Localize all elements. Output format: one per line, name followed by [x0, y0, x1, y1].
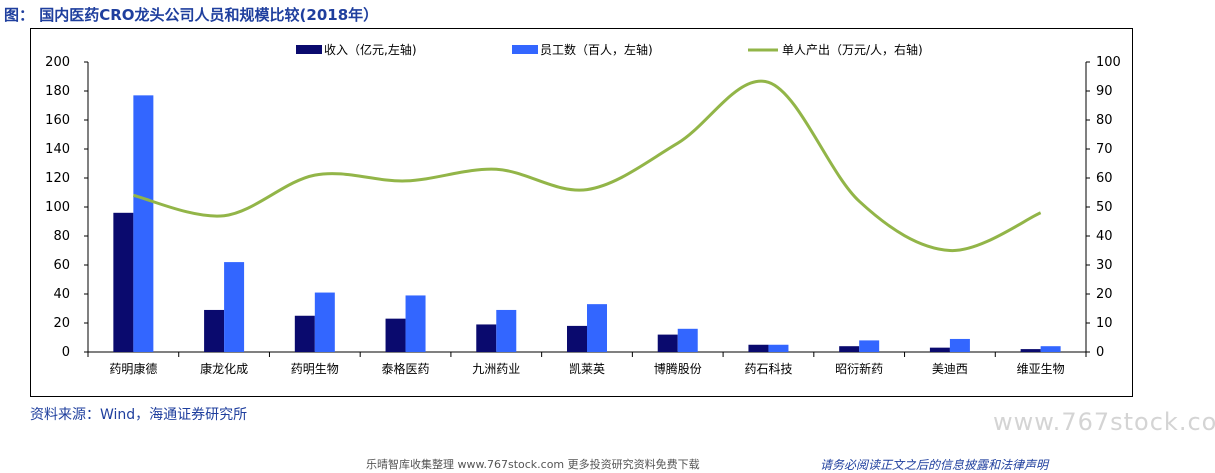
- x-tick-label: 药石科技: [744, 362, 792, 376]
- legend-employees-swatch: [512, 45, 538, 54]
- figure-title: 图： 国内医药CRO龙头公司人员和规模比较(2018年）: [4, 6, 379, 24]
- employee-bar: [496, 309, 517, 352]
- left-tick-label: 140: [45, 142, 70, 157]
- right-tick-label: 90: [1096, 84, 1113, 99]
- revenue-bar: [476, 324, 497, 352]
- right-tick-label: 100: [1096, 55, 1121, 70]
- left-tick-label: 120: [45, 171, 70, 186]
- chart-bars: [113, 95, 1061, 352]
- right-tick-label: 50: [1096, 200, 1113, 215]
- employee-bar: [587, 304, 607, 352]
- employee-bar: [224, 262, 245, 352]
- chart-line: [133, 79, 1042, 253]
- left-tick-label: 180: [45, 84, 70, 99]
- left-tick-label: 80: [53, 229, 70, 244]
- employee-bar: [949, 338, 970, 352]
- revenue-bar: [113, 212, 134, 352]
- revenue-bar: [1020, 349, 1041, 352]
- right-tick-label: 30: [1096, 258, 1113, 273]
- legend-employees-label: 员工数（百人，左轴): [540, 42, 653, 57]
- x-tick-label: 药明康德: [109, 361, 157, 376]
- left-tick-label: 200: [45, 55, 70, 70]
- output-line: [133, 79, 1042, 253]
- right-tick-label: 40: [1096, 229, 1113, 244]
- right-tick-label: 70: [1096, 142, 1113, 157]
- x-tick-label: 药明生物: [291, 362, 339, 376]
- employee-bar: [1040, 346, 1061, 352]
- revenue-bar: [567, 325, 587, 352]
- footer-note: 乐晴智库收集整理 www.767stock.com 更多投资研究资料免费下载: [366, 458, 700, 471]
- revenue-bar: [839, 346, 860, 352]
- x-tick-label: 维亚生物: [1017, 362, 1065, 376]
- right-tick-label: 60: [1096, 171, 1113, 186]
- watermark: www.767stock.com: [993, 408, 1215, 436]
- right-tick-label: 0: [1096, 345, 1104, 360]
- employee-bar: [859, 340, 880, 352]
- x-tick-label: 博腾股份: [654, 361, 702, 376]
- x-tick-label: 昭衍新药: [835, 361, 883, 376]
- right-tick-label: 10: [1096, 316, 1113, 331]
- source-note: 资料来源：Wind，海通证券研究所: [30, 407, 248, 423]
- left-tick-label: 60: [53, 258, 70, 273]
- revenue-bar: [657, 334, 678, 352]
- revenue-bar: [204, 309, 225, 352]
- right-tick-label: 80: [1096, 113, 1113, 128]
- left-tick-label: 20: [53, 316, 70, 331]
- right-tick-label: 20: [1096, 287, 1113, 302]
- revenue-bar: [929, 347, 950, 352]
- employee-bar: [314, 292, 335, 352]
- x-tick-label: 康龙化成: [200, 361, 248, 376]
- x-tick-label: 美迪西: [932, 362, 968, 376]
- x-tick-label: 泰格医药: [382, 361, 430, 376]
- left-tick-label: 100: [45, 200, 70, 215]
- revenue-bar: [385, 318, 406, 352]
- left-tick-label: 40: [53, 287, 70, 302]
- footer-disclaimer: 请务必阅读正文之后的信息披露和法律声明: [820, 458, 1049, 472]
- legend-revenue-label: 收入（亿元,左轴): [324, 42, 417, 57]
- left-tick-label: 160: [45, 113, 70, 128]
- chart-labels: 0 20 40 60 80 100 120 140 160 180 200 0 10 20 30 40 50 60…: [45, 55, 1121, 376]
- legend-output-label: 单人产出（万元/人，右轴): [782, 42, 923, 57]
- x-tick-label: 凯莱英: [569, 362, 605, 376]
- left-tick-label: 0: [62, 345, 70, 360]
- x-tick-label: 九洲药业: [472, 362, 520, 376]
- legend-revenue-swatch: [296, 45, 322, 54]
- revenue-bar: [294, 315, 315, 352]
- revenue-bar: [748, 344, 769, 352]
- employee-bar: [405, 295, 426, 352]
- employee-bar: [133, 95, 154, 352]
- employee-bar: [768, 344, 789, 352]
- chart-legend: 收入（亿元,左轴) 员工数（百人，左轴) 单人产出（万元/人，右轴): [296, 42, 923, 57]
- chart-frame: [30, 28, 1133, 397]
- employee-bar: [677, 328, 698, 352]
